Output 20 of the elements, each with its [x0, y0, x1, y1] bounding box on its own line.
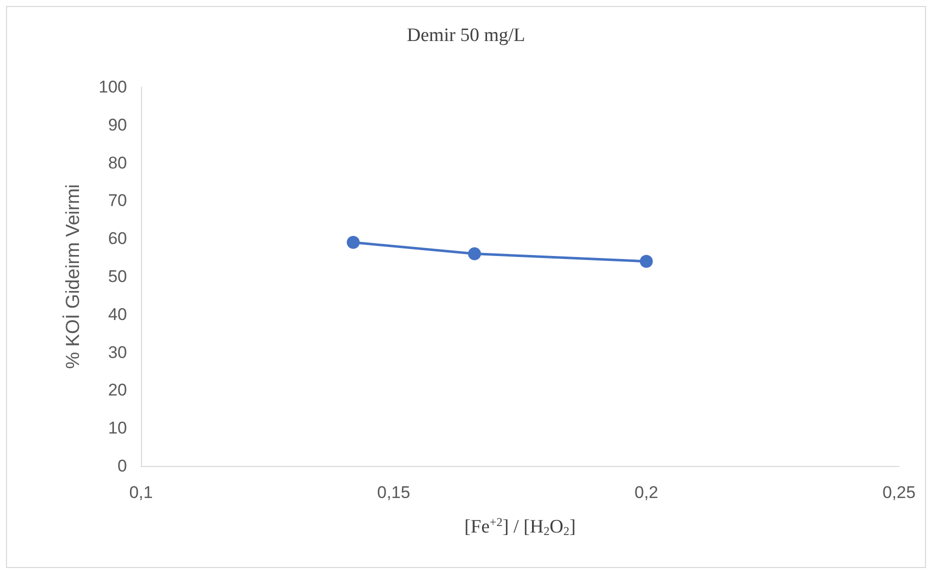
y-tick-label: 80	[108, 153, 127, 172]
x-tick-label: 0,25	[882, 483, 916, 502]
y-tick-label: 50	[108, 267, 127, 286]
x-tick-label: 0,15	[377, 483, 410, 502]
y-tick-label: 30	[108, 342, 127, 362]
x-tick-label: 0,1	[129, 483, 153, 502]
point	[346, 236, 360, 249]
point	[640, 254, 653, 268]
y-tick-label: 70	[108, 191, 127, 210]
y-tick-label: 20	[108, 380, 127, 400]
chart-title: Demir 50 mg/L	[406, 25, 526, 46]
y-tick-label: 10	[108, 418, 127, 438]
y-axis-title: % KOİ Gideirm Veirmi	[62, 184, 84, 369]
y-tick-label: 0	[118, 456, 127, 476]
y-tick-label: 100	[98, 78, 127, 96]
x-tick-label: 0,2	[634, 483, 658, 502]
y-tick-label: 40	[108, 304, 127, 324]
y-tick-label: 90	[108, 115, 127, 134]
point	[468, 247, 482, 260]
y-tick-label: 60	[108, 229, 127, 248]
